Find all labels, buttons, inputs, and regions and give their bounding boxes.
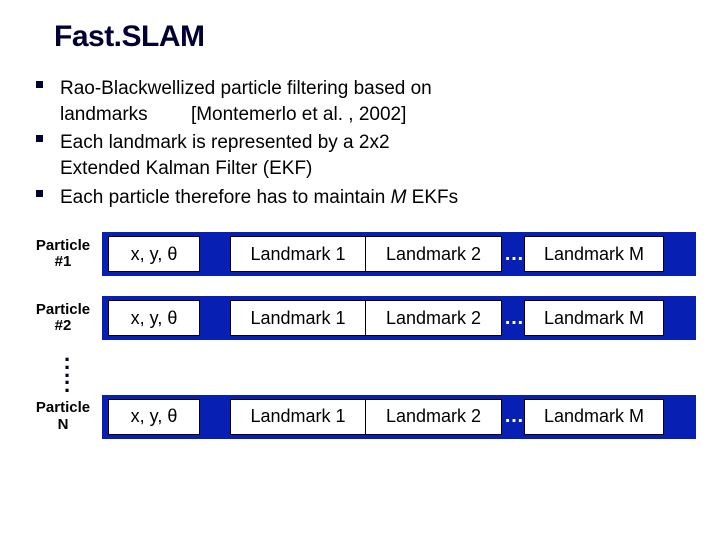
particle-label-line: #1 <box>55 253 72 270</box>
bullet-text: EKFs <box>406 187 458 208</box>
landmark-cell: Landmark M <box>524 399 664 435</box>
row-ellipsis: … <box>502 243 524 266</box>
bullet-text: Extended Kalman Filter (EKF) <box>60 158 312 179</box>
landmark-cell: Landmark 2 <box>366 399 502 435</box>
pose-cell: x, y, θ <box>108 236 200 272</box>
bullet-text: Rao-Blackwellized particle filtering bas… <box>60 78 432 99</box>
row-ellipsis: … <box>502 307 524 330</box>
bullet-list: Rao-Blackwellized particle filtering bas… <box>24 76 696 210</box>
landmark-cell: Landmark 1 <box>230 236 366 272</box>
particle-bar: x, y, θ Landmark 1 Landmark 2 … Landmark… <box>102 296 696 340</box>
bullet-item: Each particle therefore has to maintain … <box>24 185 696 211</box>
bullet-text: Each particle therefore has to maintain <box>60 187 391 208</box>
bar-gap <box>200 399 226 435</box>
particle-row: Particle N x, y, θ Landmark 1 Landmark 2… <box>24 395 696 439</box>
bullet-item: Each landmark is represented by a 2x2 Ex… <box>24 130 696 181</box>
bullet-text: landmarks <box>60 104 148 125</box>
bullet-text: Each landmark is represented by a 2x2 <box>60 132 390 153</box>
particle-row: Particle #1 x, y, θ Landmark 1 Landmark … <box>24 232 696 276</box>
particle-label: Particle #1 <box>24 238 102 271</box>
pose-cell: x, y, θ <box>108 399 200 435</box>
bar-gap <box>200 300 226 336</box>
landmark-cell: Landmark 1 <box>230 399 366 435</box>
particle-label: Particle #2 <box>24 302 102 335</box>
particle-label-line: #2 <box>55 317 72 334</box>
landmark-cell: Landmark 1 <box>230 300 366 336</box>
bullet-italic-token: M <box>391 187 407 208</box>
pose-cell: x, y, θ <box>108 300 200 336</box>
slide: Fast.SLAM Rao-Blackwellized particle fil… <box>0 0 720 540</box>
particle-bar: x, y, θ Landmark 1 Landmark 2 … Landmark… <box>102 232 696 276</box>
landmark-cell: Landmark 2 <box>366 300 502 336</box>
particle-label-line: Particle <box>36 301 90 318</box>
bullet-item: Rao-Blackwellized particle filtering bas… <box>24 76 696 127</box>
row-ellipsis: … <box>502 405 524 428</box>
bullet-citation: [Montemerlo et al. , 2002] <box>191 102 406 128</box>
particle-label: Particle N <box>24 400 102 433</box>
particle-label-line: Particle <box>36 237 90 254</box>
slide-title: Fast.SLAM <box>54 20 696 54</box>
landmark-cell: Landmark M <box>524 236 664 272</box>
particle-label-line: Particle <box>36 399 90 416</box>
landmark-cell: Landmark 2 <box>366 236 502 272</box>
particle-label-line: N <box>58 416 69 433</box>
landmark-cell: Landmark M <box>524 300 664 336</box>
particle-row: Particle #2 x, y, θ Landmark 1 Landmark … <box>24 296 696 340</box>
particle-bar: x, y, θ Landmark 1 Landmark 2 … Landmark… <box>102 395 696 439</box>
vertical-ellipsis: ..... <box>64 350 696 388</box>
bar-gap <box>200 236 226 272</box>
particle-diagram: Particle #1 x, y, θ Landmark 1 Landmark … <box>24 232 696 438</box>
